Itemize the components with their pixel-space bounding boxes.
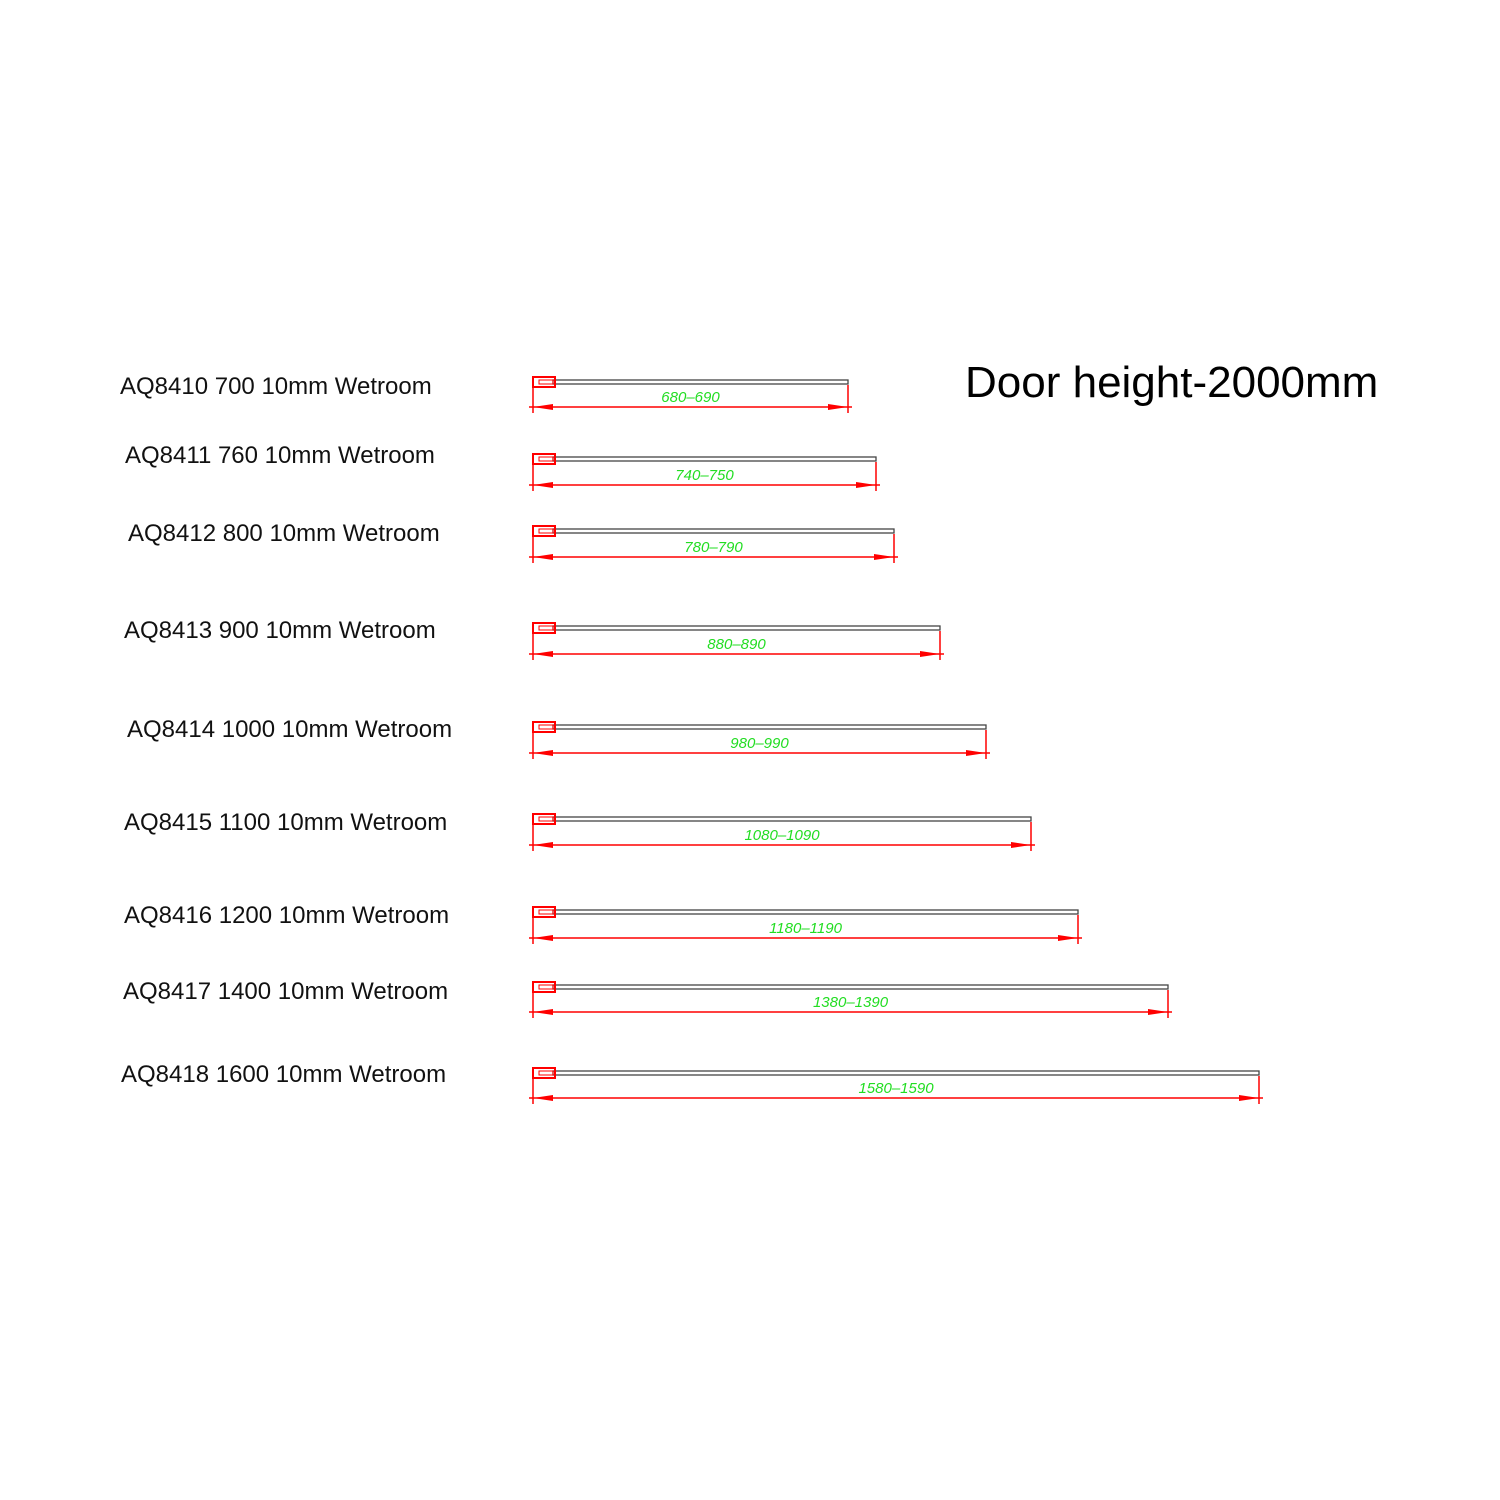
glass-panel [552, 456, 877, 462]
wall-profile-channel [538, 909, 554, 915]
glass-panel [552, 1070, 1260, 1076]
product-label: AQ8410 700 10mm Wetroom [120, 373, 432, 400]
wall-profile [532, 813, 556, 825]
door-row: AQ8417 1400 10mm Wetroom 1380–1390 [123, 978, 1172, 1018]
arrowhead-right [1058, 935, 1078, 941]
glass-panel [552, 984, 1169, 990]
door-row: AQ8411 760 10mm Wetroom 740–750 [125, 442, 880, 491]
arrowhead-left [533, 1009, 553, 1015]
wall-profile-channel [538, 528, 554, 534]
door-row: AQ8412 800 10mm Wetroom 780–790 [128, 520, 898, 563]
glass-panel [552, 909, 1079, 915]
dimension-text: 980–990 [730, 735, 789, 752]
wall-profile [532, 981, 556, 993]
arrowhead-right [1148, 1009, 1168, 1015]
wall-profile-channel [538, 456, 554, 462]
product-label: AQ8416 1200 10mm Wetroom [124, 902, 449, 929]
wall-profile [532, 525, 556, 537]
product-label: AQ8417 1400 10mm Wetroom [123, 978, 448, 1005]
wall-profile-channel [538, 1070, 554, 1076]
arrowhead-right [966, 750, 986, 756]
wall-profile-channel [538, 984, 554, 990]
arrowhead-right [920, 651, 940, 657]
arrowhead-left [533, 651, 553, 657]
page-title: Door height-2000mm [965, 358, 1378, 407]
wall-profile-channel [538, 625, 554, 631]
arrowhead-right [828, 404, 848, 410]
glass-panel [552, 379, 849, 385]
wall-profile [532, 376, 556, 388]
dimension-text: 1380–1390 [813, 994, 889, 1011]
wall-profile-channel [538, 724, 554, 730]
door-row: AQ8413 900 10mm Wetroom 880–890 [124, 617, 944, 660]
glass-panel [552, 625, 941, 631]
product-label: AQ8411 760 10mm Wetroom [125, 442, 435, 469]
dimension-text: 1180–1190 [769, 920, 843, 937]
door-row: AQ8416 1200 10mm Wetroom 1180–1190 [124, 902, 1082, 944]
wall-profile-channel [538, 816, 554, 822]
product-label: AQ8413 900 10mm Wetroom [124, 617, 436, 644]
door-row: AQ8410 700 10mm Wetroom 680–690 [120, 373, 852, 413]
arrowhead-left [533, 404, 553, 410]
dimension-text: 1580–1590 [858, 1080, 934, 1097]
arrowhead-left [533, 554, 553, 560]
dimension-text: 1080–1090 [744, 827, 820, 844]
wall-profile-channel [538, 379, 554, 385]
arrowhead-right [874, 554, 894, 560]
arrowhead-left [533, 750, 553, 756]
arrowhead-right [1239, 1095, 1259, 1101]
product-label: AQ8418 1600 10mm Wetroom [121, 1061, 446, 1088]
wall-profile [532, 1067, 556, 1079]
arrowhead-left [533, 482, 553, 488]
wall-profile [532, 906, 556, 918]
dimension-text: 740–750 [675, 467, 734, 484]
arrowhead-right [1011, 842, 1031, 848]
glass-panel [552, 816, 1032, 822]
product-label: AQ8415 1100 10mm Wetroom [124, 809, 447, 836]
arrowhead-left [533, 1095, 553, 1101]
dimension-text: 880–890 [707, 636, 766, 653]
glass-panel [552, 528, 895, 534]
dimension-text: 680–690 [661, 389, 720, 406]
glass-panel [552, 724, 987, 730]
wall-profile [532, 622, 556, 634]
wall-profile [532, 721, 556, 733]
wall-profile [532, 453, 556, 465]
door-row: AQ8414 1000 10mm Wetroom 980–990 [127, 716, 990, 759]
arrowhead-right [856, 482, 876, 488]
door-row: AQ8418 1600 10mm Wetroom 1580–1590 [121, 1061, 1263, 1104]
door-row: AQ8415 1100 10mm Wetroom 1080–1090 [124, 809, 1035, 851]
arrowhead-left [533, 935, 553, 941]
arrowhead-left [533, 842, 553, 848]
dimension-text: 780–790 [684, 539, 743, 556]
product-label: AQ8414 1000 10mm Wetroom [127, 716, 452, 743]
product-label: AQ8412 800 10mm Wetroom [128, 520, 440, 547]
